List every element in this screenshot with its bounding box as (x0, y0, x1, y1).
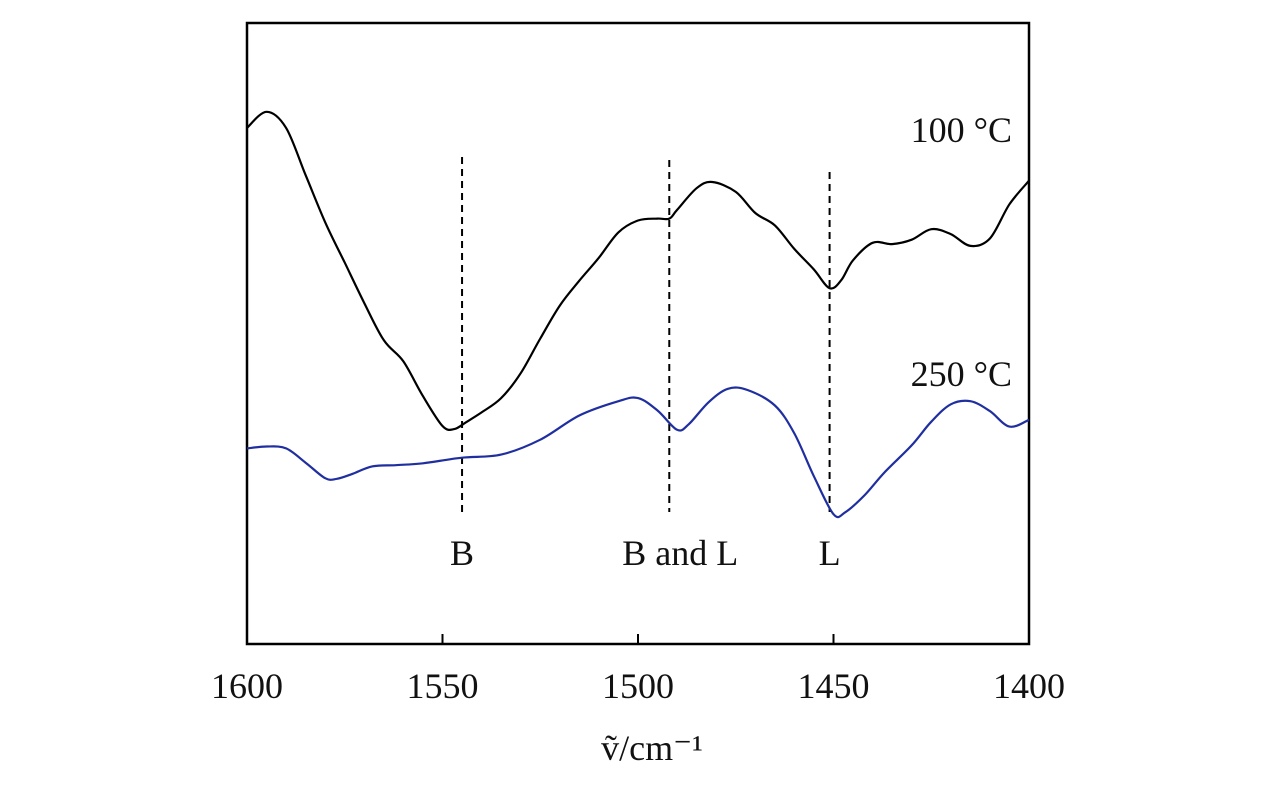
series-group (246, 110, 1030, 519)
reference-label-1: B (450, 533, 474, 573)
reference-lines (461, 157, 831, 512)
x-axis-label: ṽ/cm⁻¹ (601, 728, 703, 768)
series-labels: 100 °C 250 °C (911, 110, 1012, 394)
x-axis-ticks: 1600 1550 1500 1450 1400 (211, 634, 1065, 706)
reference-label-3: L (819, 533, 841, 573)
x-tick-label-1600: 1600 (211, 666, 283, 706)
reference-labels: B B and L L (450, 533, 841, 573)
series-label-100C: 100 °C (911, 110, 1012, 150)
reference-label-2: B and L (622, 533, 738, 573)
x-tick-label-1450: 1450 (798, 666, 870, 706)
x-tick-label-1550: 1550 (407, 666, 479, 706)
series-line-100C (246, 110, 1030, 431)
series-line-250C (246, 386, 1030, 519)
x-tick-label-1500: 1500 (602, 666, 674, 706)
x-tick-label-1400: 1400 (993, 666, 1065, 706)
series-label-250C: 250 °C (911, 354, 1012, 394)
